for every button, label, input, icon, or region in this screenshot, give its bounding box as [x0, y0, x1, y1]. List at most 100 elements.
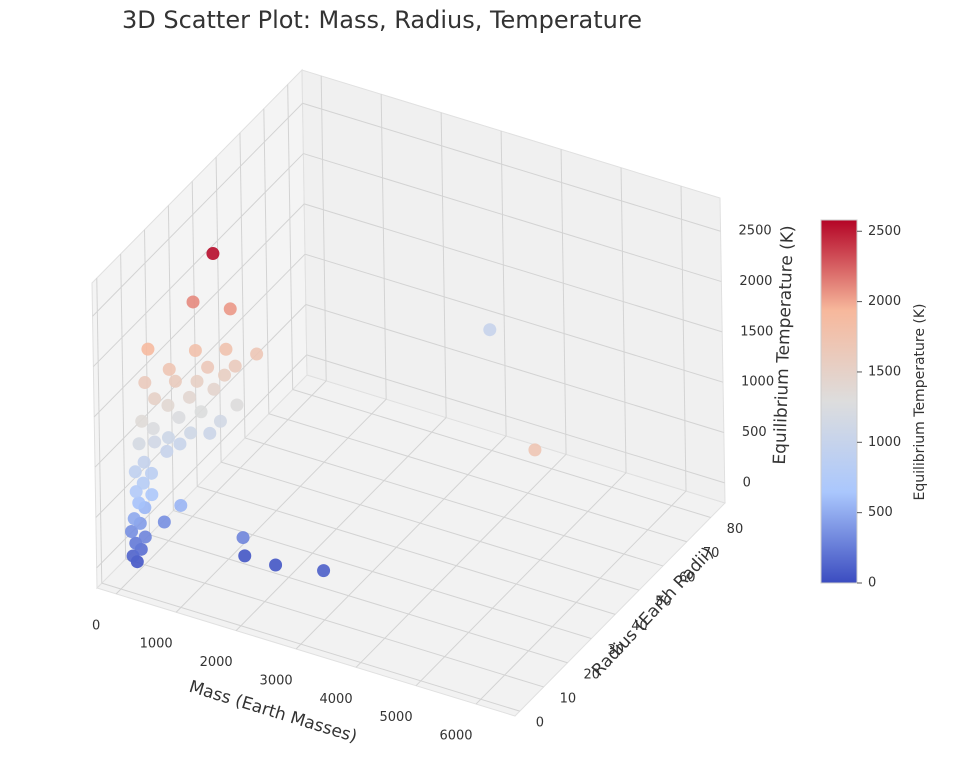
- grid-line: [93, 153, 304, 367]
- grid-line: [620, 167, 627, 473]
- grid-line: [475, 490, 687, 705]
- point: [182, 390, 196, 404]
- point: [148, 392, 162, 406]
- point: [190, 374, 204, 388]
- x-tick-label: 2000: [200, 655, 233, 670]
- point: [238, 549, 252, 563]
- grid-line: [175, 398, 387, 613]
- grid-line: [96, 278, 103, 584]
- x-tick-label: 4000: [320, 692, 353, 707]
- point: [203, 426, 217, 440]
- z-tick-label: 2500: [739, 224, 772, 239]
- grid-line: [680, 186, 687, 492]
- grid-line: [94, 253, 306, 468]
- point: [236, 531, 250, 545]
- point: [141, 342, 155, 356]
- point: [148, 435, 162, 449]
- chart-title: 3D Scatter Plot: Mass, Radius, Temperatu…: [122, 6, 642, 34]
- point: [137, 455, 151, 469]
- z-tick-label: 500: [742, 425, 767, 440]
- point: [146, 421, 160, 435]
- grid-line: [304, 203, 723, 333]
- point: [162, 362, 176, 376]
- point: [128, 465, 142, 479]
- point: [188, 344, 202, 358]
- grid-line: [305, 304, 724, 434]
- grid-line: [115, 380, 327, 595]
- grid-line: [149, 534, 568, 664]
- grid-line: [101, 582, 520, 712]
- x-tick-label: 0: [92, 618, 100, 633]
- grid-line: [295, 435, 507, 650]
- point: [157, 515, 171, 529]
- point: [135, 414, 149, 428]
- point: [194, 405, 208, 419]
- point: [161, 398, 175, 412]
- z-tick-label: 0: [743, 475, 751, 490]
- x-tick-label: 3000: [260, 673, 293, 688]
- point: [172, 410, 186, 424]
- point: [317, 564, 331, 578]
- point: [161, 431, 175, 445]
- grid-line: [320, 75, 327, 381]
- point: [145, 466, 159, 480]
- point: [269, 558, 283, 572]
- y-tick-label: 60: [679, 570, 696, 585]
- x-tick-label: 6000: [439, 729, 472, 744]
- y-tick-label: 50: [655, 595, 672, 610]
- grid-line: [380, 94, 387, 400]
- grid-line: [167, 205, 174, 511]
- grid-line: [303, 153, 722, 283]
- colorbar-tick-label: 500: [868, 505, 893, 520]
- grid-line: [292, 389, 711, 519]
- point: [168, 374, 182, 388]
- point: [219, 342, 233, 356]
- grid-line: [92, 102, 303, 317]
- point: [132, 437, 146, 451]
- point: [160, 444, 174, 458]
- y-tick-label: 40: [631, 619, 648, 634]
- grid-line: [302, 102, 721, 232]
- grid-line: [306, 354, 725, 484]
- grid-line: [355, 453, 567, 668]
- colorbar-label: Equilibrium Temperature (K): [912, 303, 928, 500]
- grid-line: [415, 472, 627, 687]
- point: [228, 359, 242, 373]
- point: [129, 536, 143, 550]
- point: [145, 488, 159, 502]
- point: [213, 414, 227, 428]
- grid-line: [440, 112, 447, 418]
- point: [173, 437, 187, 451]
- grid-line: [268, 413, 687, 543]
- y-tick-label: 80: [727, 522, 744, 537]
- point: [127, 512, 141, 526]
- point: [250, 347, 264, 361]
- point: [138, 530, 152, 544]
- x-tick-label: 1000: [140, 637, 173, 652]
- point: [206, 247, 220, 261]
- point: [132, 496, 146, 510]
- colorbar-tick-label: 2500: [868, 224, 901, 239]
- point: [174, 498, 188, 512]
- y-tick-label: 0: [536, 716, 544, 731]
- grid-line: [215, 157, 222, 463]
- grid-line: [120, 253, 127, 559]
- y-tick-label: 30: [607, 643, 624, 658]
- y-tick-label: 20: [584, 667, 601, 682]
- point: [201, 360, 215, 374]
- grid-line: [263, 108, 270, 414]
- z-tick-label: 1500: [740, 324, 773, 339]
- x-tick-label: 5000: [380, 710, 413, 725]
- point: [218, 368, 232, 382]
- grid-line: [235, 417, 447, 631]
- grid-line: [239, 132, 246, 438]
- y-tick-label: 70: [703, 546, 720, 561]
- grid-line: [287, 84, 294, 390]
- point: [528, 443, 542, 457]
- y-tick-label: 10: [560, 691, 577, 706]
- grid-line: [304, 253, 724, 383]
- point: [186, 295, 200, 309]
- colorbar-tick-label: 0: [868, 576, 876, 591]
- point: [138, 376, 152, 390]
